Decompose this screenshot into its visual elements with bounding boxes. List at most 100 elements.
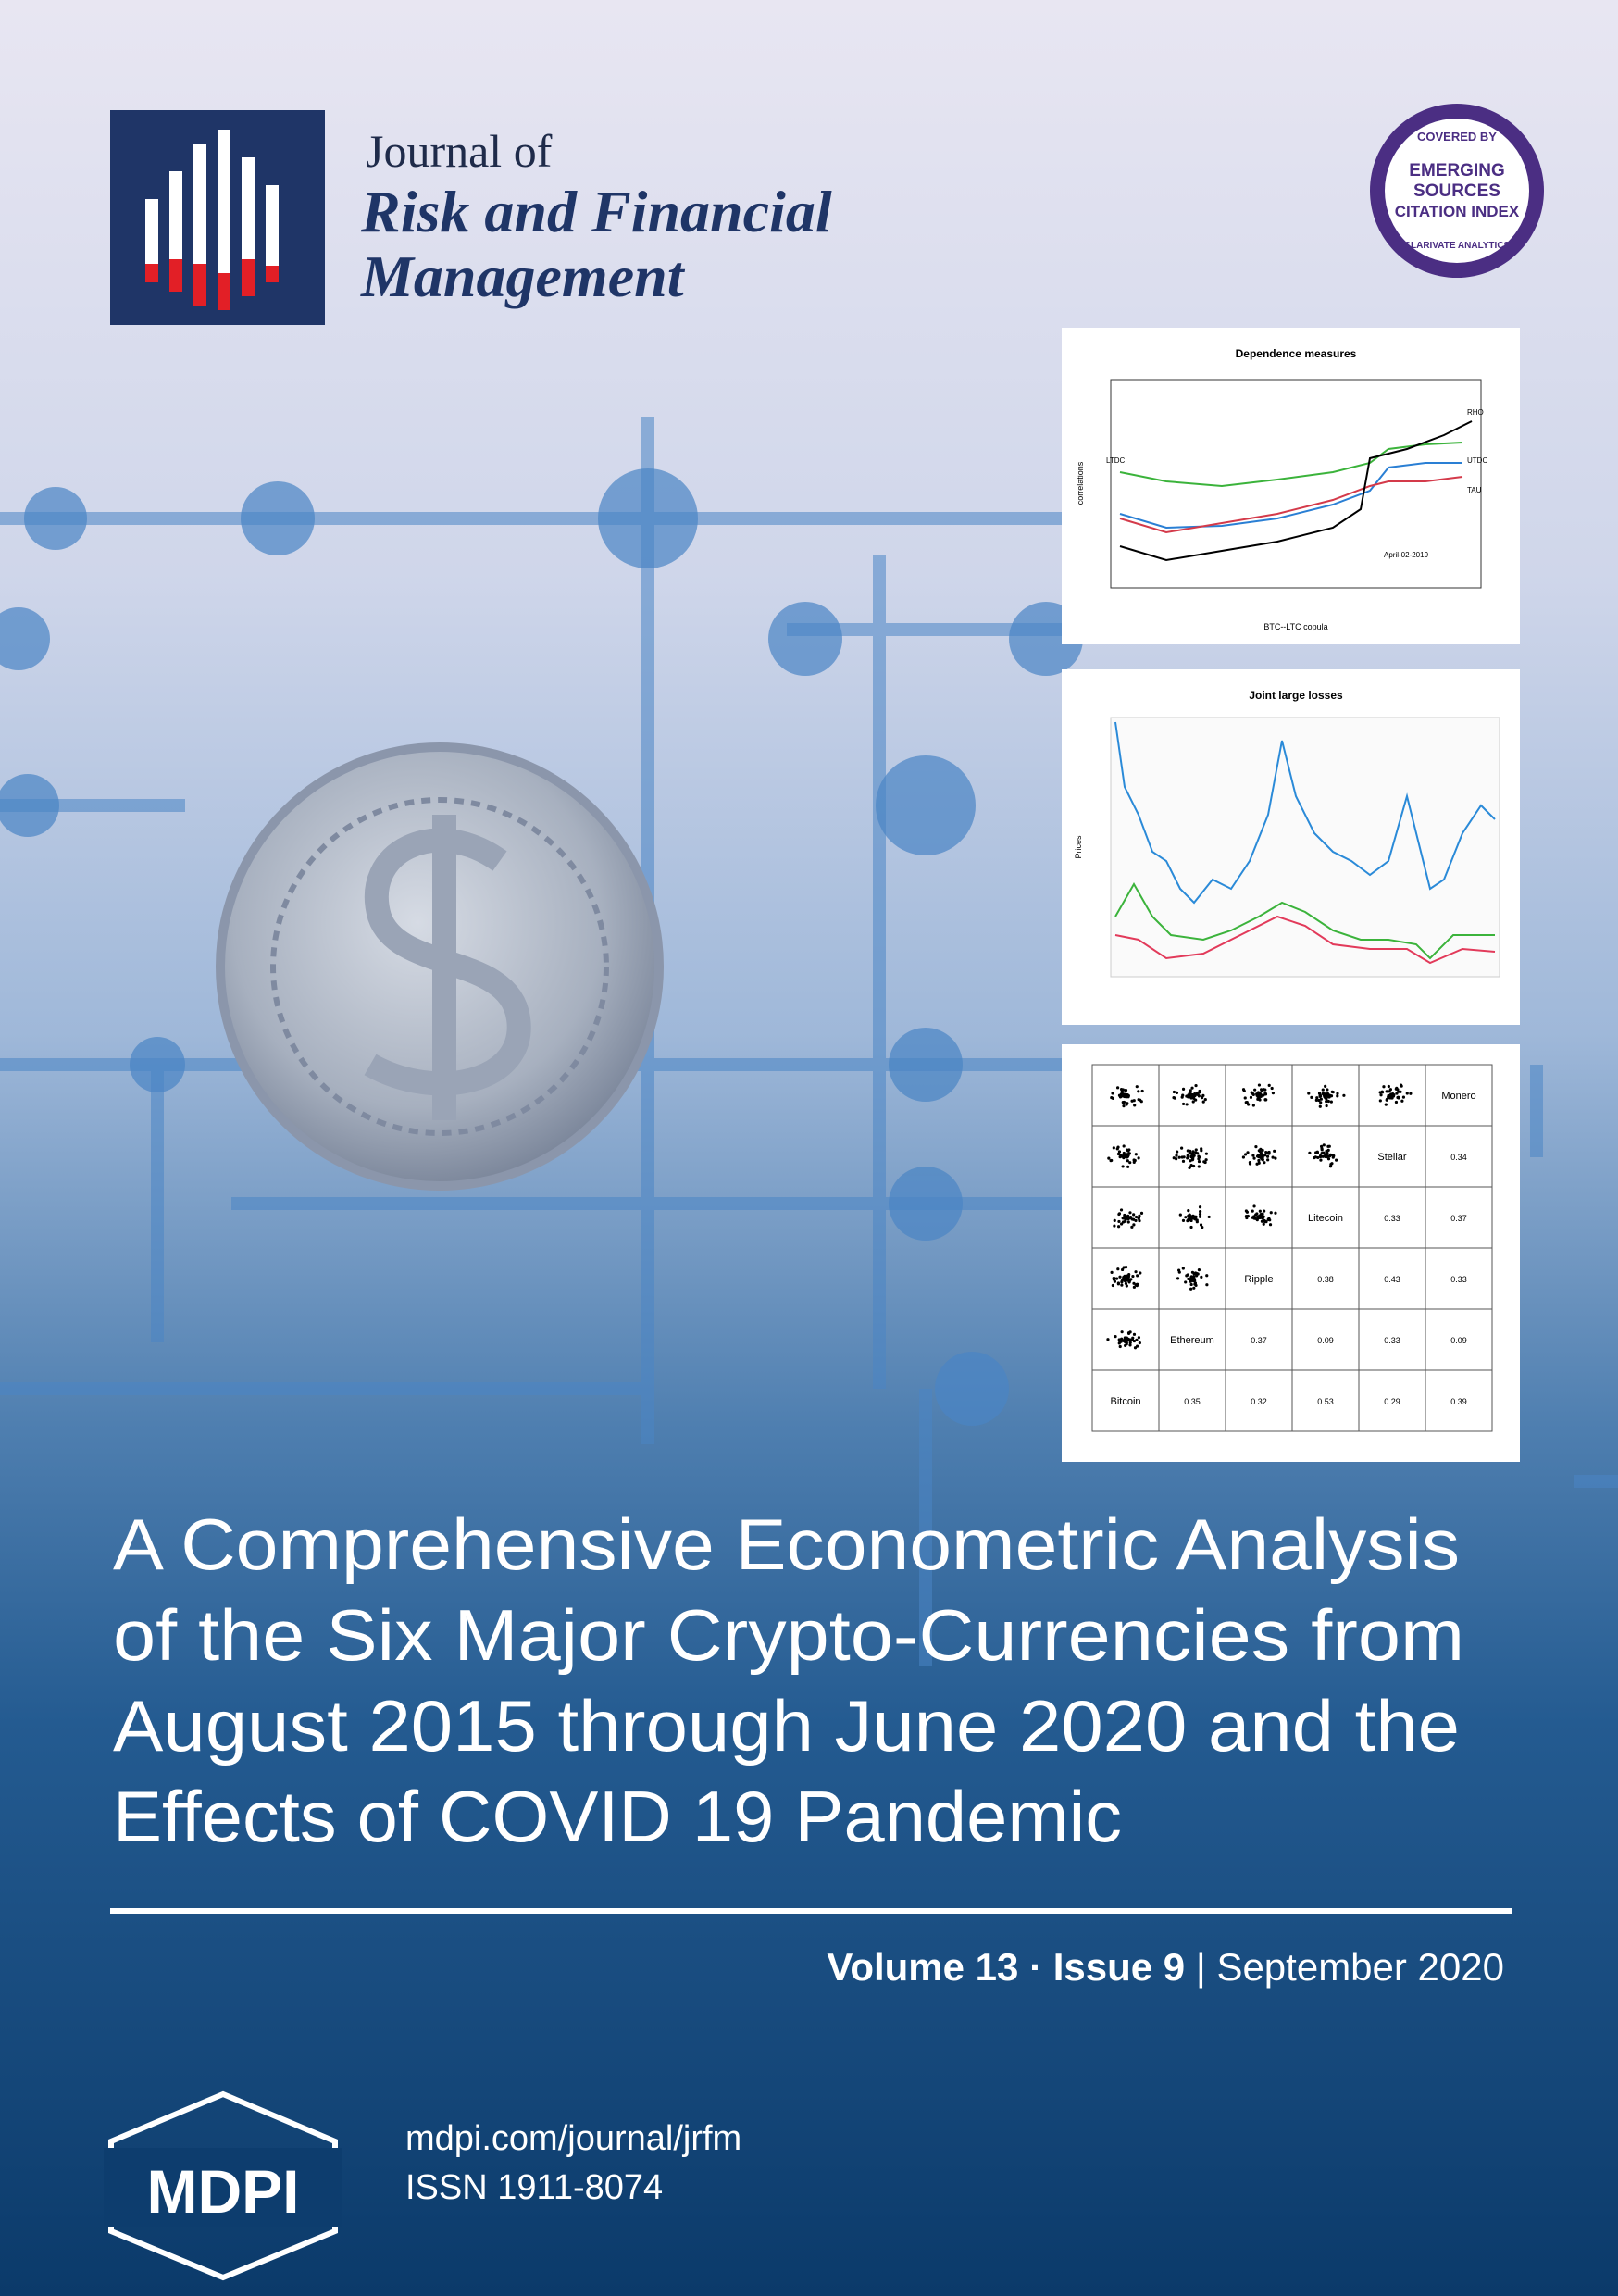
scatter-dot [1131,1217,1136,1221]
scatter-dot [1266,1158,1270,1162]
badge-text: CITATION INDEX [1395,203,1520,220]
scatter-dot [1250,1091,1253,1094]
scatter-dot [1397,1096,1400,1100]
scatter-dot [1135,1283,1139,1288]
scatter-dot [1122,1151,1126,1155]
correlation: 0.32 [1251,1397,1267,1406]
scatter-dot [1176,1150,1179,1154]
scatter-dot [1134,1215,1139,1219]
scatter-dot [1190,1270,1195,1274]
scatter-dot [1325,1100,1328,1104]
scatter-dot [1315,1150,1319,1154]
scatter-dot [1200,1275,1203,1279]
scatter-dot [1111,1092,1114,1095]
scatter-dot [1137,1216,1141,1219]
scatter-dot [1315,1096,1319,1100]
scatter-dot [1263,1098,1267,1102]
scatter-dot [1251,1104,1255,1107]
figure-losses: Joint large losses Prices [1062,669,1520,1025]
scatter-dot [1126,1217,1130,1221]
scatter-dot [1335,1158,1338,1162]
scatter-dot [1261,1158,1264,1162]
scatter-dot [1126,1220,1130,1224]
scatter-dot [1128,1211,1132,1215]
scatter-dot [1189,1279,1192,1283]
scatter-dot [1181,1087,1186,1091]
scatter-dot [1200,1147,1203,1151]
scatter-dot [1117,1212,1122,1216]
scatter-dot [1186,1154,1189,1157]
scatter-dot [1317,1092,1322,1095]
scatter-dot [1122,1154,1126,1158]
scatter-dot [1319,1097,1323,1101]
scatter-dot [1316,1155,1320,1160]
journal-name: Risk and Financial [360,179,832,244]
scatter-dot [1175,1157,1178,1161]
scatter-dot [1260,1219,1264,1223]
scatter-dot [1274,1156,1277,1160]
scatter-dot [1128,1279,1132,1282]
scatter-dot [1205,1274,1209,1278]
scatter-dot [1258,1209,1262,1213]
scatter-dot [1243,1153,1248,1156]
scatter-dot [1140,1089,1144,1093]
scatter-dot [1205,1283,1209,1287]
scatter-dot [1336,1094,1339,1098]
scatter-dot [1254,1213,1258,1217]
scatter-dot [1125,1284,1128,1288]
scatter-dot [1388,1088,1393,1092]
scatter-dot [1262,1093,1265,1097]
scatter-dot [1172,1095,1176,1100]
scatter-dot [1126,1279,1129,1282]
axis-label: BTC--LTC copula [1263,622,1327,631]
correlation: 0.35 [1184,1397,1201,1406]
scatter-dot [1116,1152,1121,1156]
scatter-dot [1320,1151,1324,1155]
scatter-dot [1204,1152,1208,1155]
scatter-dot [1132,1213,1136,1217]
scatter-dot [1177,1270,1181,1274]
scatter-dot [1107,1156,1111,1160]
scatter-dot [1258,1154,1262,1158]
circuit-nodes [0,468,1083,1426]
scatter-dot [1319,1158,1323,1162]
scatter-dot [1128,1343,1132,1347]
title-line: August 2015 through June 2020 and the [113,1685,1460,1766]
issn: ISSN 1911-8074 [405,2168,663,2207]
scatter-dot [1331,1090,1335,1094]
series-label: LTDC [1106,456,1126,465]
axis-label: correlations [1076,461,1085,505]
scatter-dot [1122,1144,1126,1148]
scatter-dot [1135,1344,1139,1348]
issue: Issue 9 [1053,1945,1185,1989]
scatter-dot [1113,1224,1116,1228]
scatter-dot [1265,1154,1270,1158]
scatter-dot [1187,1277,1190,1281]
scatter-dot [1109,1159,1113,1163]
scatter-dot [1378,1091,1382,1094]
scatter-dot [1198,1089,1201,1093]
scatter-dot [1113,1279,1117,1283]
scatter-dot [1189,1163,1193,1167]
badge-text: SOURCES [1413,181,1500,201]
scatter-dot [1255,1162,1259,1166]
scatter-dot [1400,1084,1403,1088]
scatter-dot [1321,1088,1325,1092]
scatter-dot [1120,1330,1124,1334]
scatter-dot [1111,1283,1114,1288]
scatter-dot [1124,1216,1127,1219]
scatter-dot [1247,1103,1251,1106]
scatter-dot [1128,1161,1132,1165]
scatter-dot [1190,1093,1194,1097]
title-line: Effects of COVID 19 Pandemic [113,1776,1122,1857]
scatter-dot [1261,1217,1264,1220]
badge-text: COVERED BY [1417,130,1497,144]
scatter-dot [1379,1093,1383,1097]
scatter-dot [1199,1223,1203,1227]
scatter-dot [1117,1219,1121,1224]
scatter-dot [1263,1092,1268,1096]
title-line: A Comprehensive Econometric Analysis [113,1504,1460,1585]
figure-title: Dependence measures [1236,347,1357,360]
scatter-dot [1115,1086,1120,1090]
scatter-dot [1124,1089,1127,1092]
